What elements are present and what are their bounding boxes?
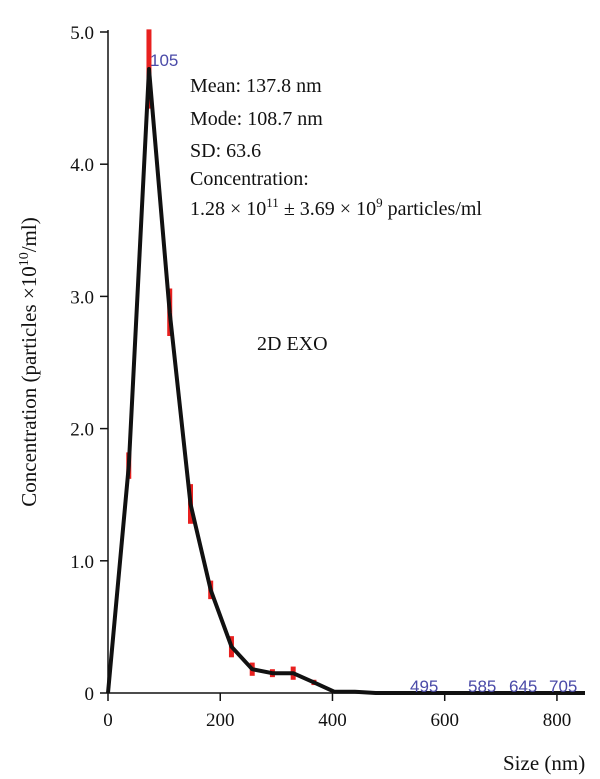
superscript: 9 xyxy=(376,195,383,210)
y-axis-title: Concentration (particles ×1010/ml) xyxy=(17,217,41,506)
y-tick-label: 2.0 xyxy=(70,420,94,441)
y-tick-label: 4.0 xyxy=(70,155,94,176)
y-tick-label: 0 xyxy=(85,684,95,705)
stat-mean: Mean: 137.8 nm xyxy=(190,75,322,97)
x-axis-ticks: 0 200 400 600 800 xyxy=(103,693,571,731)
peak-label: 705 xyxy=(549,677,577,696)
x-tick-label: 400 xyxy=(318,710,347,731)
peak-label: 585 xyxy=(468,677,496,696)
peak-labels: 105 495 585 645 705 xyxy=(150,51,577,696)
y-tick-label: 1.0 xyxy=(70,552,94,573)
peak-label: 105 xyxy=(150,51,178,70)
y-tick-label: 3.0 xyxy=(70,287,94,308)
stat-concentration-label: Concentration: xyxy=(190,168,309,190)
y-axis-title-main: Concentration (particles ×10 xyxy=(17,266,41,506)
y-axis-title-exponent: 10 xyxy=(17,252,32,266)
superscript: 11 xyxy=(266,195,279,210)
y-axis-title-tail: /ml) xyxy=(17,217,41,252)
size-distribution-line xyxy=(106,67,585,695)
y-axis-ticks: 0 1.0 2.0 3.0 4.0 5.0 xyxy=(70,23,108,705)
text-run: particles/ml xyxy=(383,198,483,220)
x-tick-label: 0 xyxy=(103,710,113,731)
axes xyxy=(107,30,585,694)
y-tick-label: 5.0 xyxy=(70,23,94,44)
text-run: ± 3.69 × 10 xyxy=(279,198,376,220)
x-tick-label: 800 xyxy=(543,710,572,731)
peak-label: 495 xyxy=(410,677,438,696)
x-tick-label: 600 xyxy=(430,710,459,731)
stat-mode: Mode: 108.7 nm xyxy=(190,108,323,130)
x-tick-label: 200 xyxy=(206,710,235,731)
text-run: 1.28 × 10 xyxy=(190,198,266,220)
x-axis-title: Size (nm) xyxy=(503,751,585,775)
stat-concentration-value: 1.28 × 1011 ± 3.69 × 109 particles/ml xyxy=(190,195,482,220)
peak-label: 645 xyxy=(509,677,537,696)
sample-label: 2D EXO xyxy=(257,333,328,355)
stat-sd: SD: 63.6 xyxy=(190,140,261,162)
